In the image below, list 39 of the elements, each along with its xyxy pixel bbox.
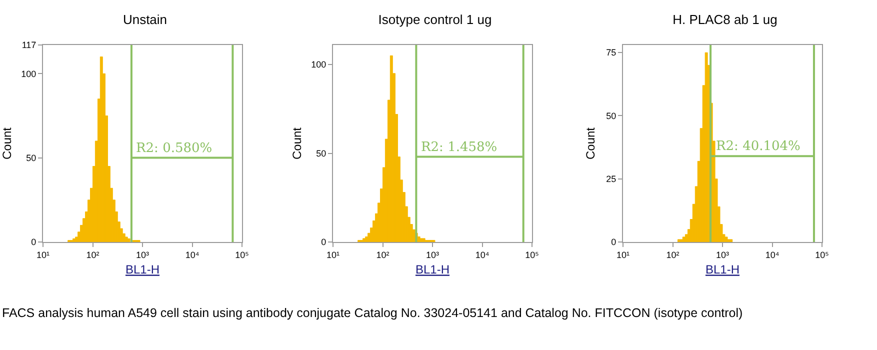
x-axis-title: BL1-H bbox=[415, 262, 450, 277]
y-tick-label: 0 bbox=[31, 237, 36, 248]
x-tick-label: 10³ bbox=[426, 250, 440, 260]
x-axis-title: BL1-H bbox=[705, 262, 740, 277]
x-tick-label: 10² bbox=[666, 250, 680, 260]
x-tick-label: 10¹ bbox=[36, 250, 50, 260]
annotation: R2: 1.458% bbox=[421, 140, 498, 155]
y-tick-label: 50 bbox=[606, 110, 616, 121]
x-axis-title: BL1-H bbox=[125, 262, 160, 277]
x-tick-label: 10⁵ bbox=[815, 250, 830, 260]
x-tick-label: 10¹ bbox=[616, 250, 630, 260]
x-tick-label: 10² bbox=[86, 250, 100, 260]
x-tick-label: 10⁵ bbox=[235, 250, 250, 260]
y-tick-label: 0 bbox=[321, 237, 326, 248]
x-tick-label: 10¹ bbox=[326, 250, 340, 260]
chart-title: Isotype control 1 ug bbox=[378, 12, 492, 27]
y-tick-label: 0 bbox=[611, 237, 616, 248]
y-tick-label: 50 bbox=[26, 152, 36, 163]
y-tick-label: 100 bbox=[311, 60, 326, 70]
x-tick-label: 10⁵ bbox=[525, 250, 540, 260]
x-tick-label: 10² bbox=[376, 250, 390, 260]
chart-title: H. PLAC8 ab 1 ug bbox=[672, 12, 778, 27]
text: FACS analysis human A549 cell stain using antibody conjugate Catalog No. 33024-05141 and Catalog No. FITCCON (isotype control) bbox=[2, 306, 743, 320]
y-tick-label: 25 bbox=[606, 174, 616, 184]
y-axis-title: Count bbox=[0, 126, 14, 160]
x-tick-label: 10⁴ bbox=[765, 250, 780, 260]
y-tick-label: 100 bbox=[21, 68, 36, 79]
x-tick-label: 10³ bbox=[716, 250, 730, 260]
y-axis-title: Count bbox=[290, 126, 304, 160]
chart-title: Unstain bbox=[122, 12, 168, 27]
x-tick-label: 10³ bbox=[136, 250, 150, 260]
y-tick-label: 117 bbox=[22, 40, 36, 50]
y-tick-label: 50 bbox=[316, 148, 326, 158]
x-tick-label: 10⁴ bbox=[185, 250, 200, 260]
x-tick-label: 10⁴ bbox=[475, 250, 490, 260]
y-axis-title: Count bbox=[583, 126, 598, 160]
y-tick-label: 75 bbox=[606, 48, 616, 58]
annotation: R2: 0.580% bbox=[136, 141, 212, 156]
annotation: R2: 40.104% bbox=[716, 139, 800, 154]
